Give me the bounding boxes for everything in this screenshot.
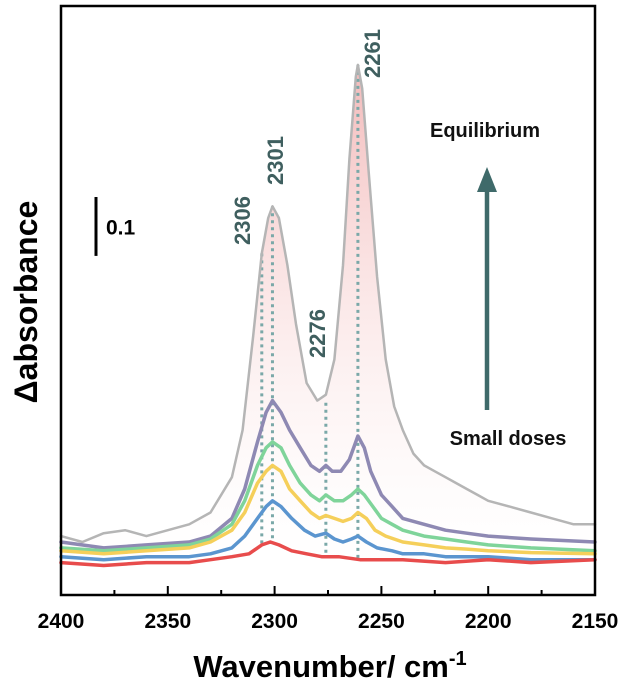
x-tick-label-2200: 2200 [465, 610, 512, 633]
peak-label-2276: 2276 [305, 309, 330, 358]
x-tick-label-2250: 2250 [358, 610, 405, 633]
trend-arrow-head [477, 167, 497, 192]
x-axis-title: Wavenumber/ cm-1 [193, 648, 466, 684]
series-line-dose-5 [59, 398, 597, 550]
x-tick-label-2400: 2400 [38, 610, 85, 633]
annotation-small-doses: Small doses [450, 428, 567, 450]
series-line-dose-3 [59, 463, 597, 556]
x-tick-label-2350: 2350 [144, 610, 191, 633]
x-tick-label-2150: 2150 [572, 610, 619, 633]
series-line-dose-2 [59, 499, 597, 562]
series-line-dose-1 [59, 540, 597, 568]
annotation-equilibrium: Equilibrium [430, 120, 540, 142]
peak-label-2301: 2301 [263, 136, 288, 185]
series-line-dose-4 [59, 440, 597, 553]
peak-label-2306: 2306 [230, 196, 255, 245]
series-line-equilibrium [59, 63, 597, 544]
x-axis-title-superscript: -1 [449, 648, 467, 670]
x-axis-title-text: Wavenumber/ cm [193, 649, 449, 684]
y-axis-title: Δabsorbance [8, 201, 44, 404]
peak-label-2261: 2261 [360, 29, 385, 78]
x-tick-label-2300: 2300 [251, 610, 298, 633]
scale-bar-label: 0.1 [106, 216, 136, 239]
